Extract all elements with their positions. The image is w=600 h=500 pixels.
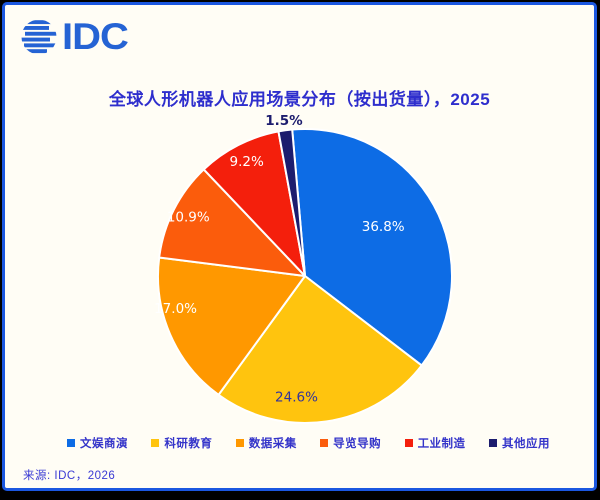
pie-value-label-4: 9.2% xyxy=(230,154,264,170)
pie-slice-3 xyxy=(158,168,306,277)
source-note: 来源: IDC，2026 xyxy=(23,470,116,482)
pie-slice-2 xyxy=(157,256,306,396)
legend: 文娱商演 科研教育 数据采集 导览导购 工业制造 其他应用 xyxy=(67,435,550,451)
idc-logo: IDC xyxy=(21,16,129,58)
legend-swatch-icon xyxy=(404,439,413,447)
pie-value-label-0: 36.8% xyxy=(362,219,405,235)
legend-item-2: 数据采集 xyxy=(235,435,297,451)
legend-item-1: 科研教育 xyxy=(151,435,212,451)
legend-label: 科研教育 xyxy=(164,438,213,450)
legend-item-5: 其他应用 xyxy=(488,435,550,451)
pie-slice-4 xyxy=(202,130,306,277)
legend-swatch-icon xyxy=(488,439,497,447)
pie-slice-1 xyxy=(217,275,423,424)
idc-logo-text: IDC xyxy=(62,16,129,58)
idc-globe-icon xyxy=(21,20,57,54)
legend-label: 其他应用 xyxy=(501,438,550,450)
legend-swatch-icon xyxy=(320,439,329,447)
pie-value-label-2: 17.0% xyxy=(154,301,197,317)
legend-swatch-icon xyxy=(235,439,244,447)
pie-value-label-3: 10.9% xyxy=(167,210,210,226)
pie-slice-0 xyxy=(291,128,453,367)
legend-item-4: 工业制造 xyxy=(404,435,466,451)
legend-swatch-icon xyxy=(151,439,160,447)
chart-title: 全球人形机器人应用场景分布（按出货量），2025 xyxy=(108,90,491,109)
legend-item-0: 文娱商演 xyxy=(67,435,128,451)
pie-value-label-5: 1.5% xyxy=(265,113,303,129)
legend-item-3: 导览导购 xyxy=(320,435,381,451)
legend-label: 文娱商演 xyxy=(80,438,128,450)
pie-slice-5 xyxy=(277,128,306,277)
pie-value-label-1: 24.6% xyxy=(275,389,318,405)
legend-swatch-icon xyxy=(67,439,75,447)
legend-label: 导览导购 xyxy=(333,438,382,450)
legend-label: 数据采集 xyxy=(248,438,297,450)
pie-chart: 36.8% 24.6% 17.0% 10.9% 9.2% 1.5% xyxy=(154,113,453,424)
legend-label: 工业制造 xyxy=(417,438,466,450)
chart-card: IDC 全球人形机器人应用场景分布（按出货量），2025 36.8% 24.6% 1… xyxy=(2,2,597,491)
